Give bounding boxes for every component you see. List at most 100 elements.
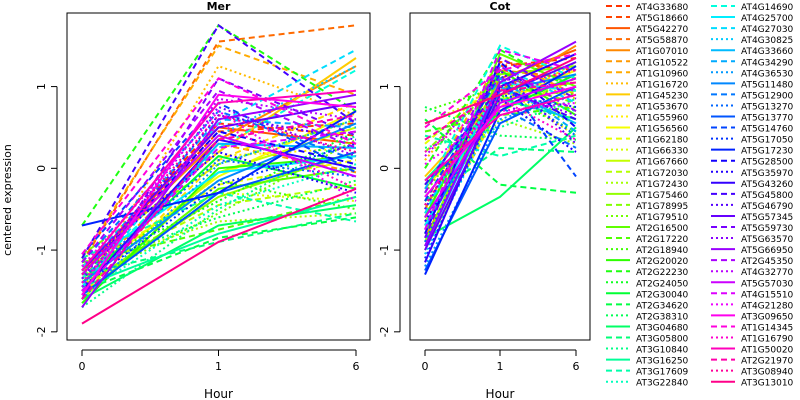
series-line-cot-23 xyxy=(424,85,577,113)
legend-label: AT2G38310 xyxy=(636,312,689,322)
legend-item: AT3G13010 xyxy=(711,379,794,389)
legend-item: AT4G36530 xyxy=(711,69,794,79)
legend-label: AT3G22840 xyxy=(636,379,689,389)
legend-label: AT5G66950 xyxy=(741,246,794,256)
legend-item: AT1G67660 xyxy=(606,158,689,168)
legend-label: AT4G14690 xyxy=(741,3,794,13)
legend-item: AT2G30040 xyxy=(606,290,689,300)
series-line-mer-33 xyxy=(81,195,357,288)
legend-item: AT5G14760 xyxy=(711,125,794,135)
series-line-mer-65 xyxy=(81,77,357,255)
y-tick-label: 0 xyxy=(378,165,391,172)
series-line-mer-57 xyxy=(81,105,357,280)
series-line-cot-47 xyxy=(424,72,577,202)
series-line-mer-52 xyxy=(81,138,357,292)
y-axis-label: centered expression xyxy=(1,144,14,256)
legend-item: AT5G66950 xyxy=(711,246,794,256)
legend-item: AT1G16720 xyxy=(606,80,689,90)
legend-item: AT4G33660 xyxy=(711,47,794,57)
series-line-cot-36 xyxy=(424,44,577,194)
y-tick-label: 1 xyxy=(35,83,48,90)
legend-label: AT4G30825 xyxy=(741,36,793,46)
legend-label: AT1G07010 xyxy=(636,47,689,57)
legend-label: AT5G14760 xyxy=(741,125,794,135)
legend-item: AT1G75460 xyxy=(606,191,689,201)
legend-item: AT2G34620 xyxy=(606,301,689,311)
series-line-cot-67 xyxy=(424,93,577,182)
legend-label: AT1G72030 xyxy=(636,169,689,179)
legend-label: AT5G12900 xyxy=(741,91,794,101)
legend-item: AT4G32770 xyxy=(711,268,794,278)
x-tick-label: 1 xyxy=(215,360,222,373)
legend-label: AT5G35970 xyxy=(741,169,794,179)
legend-item: AT5G17230 xyxy=(711,147,794,157)
series-line-mer-11 xyxy=(81,146,357,288)
y-tick-label: -2 xyxy=(35,326,48,337)
legend-label: AT1G72430 xyxy=(636,180,689,190)
legend-label: AT3G08940 xyxy=(741,368,794,378)
legend-item: AT5G57030 xyxy=(711,279,794,289)
series-line-cot-22 xyxy=(424,106,577,133)
legend-label: AT5G42270 xyxy=(636,25,689,35)
legend-label: AT2G17220 xyxy=(636,235,689,245)
legend-label: AT5G59730 xyxy=(741,224,794,234)
series-line-cot-50 xyxy=(424,60,577,235)
panel-title: Cot xyxy=(490,0,511,13)
legend-item: AT3G08940 xyxy=(711,368,794,378)
plot-frame xyxy=(66,12,371,341)
legend-label: AT1G10960 xyxy=(636,69,689,79)
legend-item: AT4G34290 xyxy=(711,58,794,68)
legend-label: AT3G05800 xyxy=(636,335,689,345)
legend-item: AT5G13270 xyxy=(711,102,794,112)
legend-item: AT1G55960 xyxy=(606,114,689,124)
series-line-cot-18 xyxy=(424,65,577,243)
legend-item: AT5G28500 xyxy=(711,158,794,168)
legend-label: AT4G33660 xyxy=(741,47,794,57)
x-axis-label: Hour xyxy=(486,387,515,400)
series-line-mer-43 xyxy=(81,122,357,284)
legend-item: AT3G10840 xyxy=(606,346,689,356)
legend-item: AT1G79510 xyxy=(606,213,689,223)
legend-label: AT5G43260 xyxy=(741,180,794,190)
legend-item: AT2G20020 xyxy=(606,257,689,267)
series-line-cot-66 xyxy=(424,97,577,153)
x-tick-label: 1 xyxy=(497,360,504,373)
series-line-cot-62 xyxy=(424,48,577,230)
series-line-cot-58 xyxy=(424,40,577,247)
series-line-mer-16 xyxy=(81,183,357,276)
legend-label: AT2G18940 xyxy=(636,246,689,256)
legend-label: AT4G33680 xyxy=(636,3,689,13)
series-line-cot-63 xyxy=(424,101,577,166)
legend-label: AT1G55960 xyxy=(636,114,689,124)
legend-item: AT2G18940 xyxy=(606,246,689,256)
legend-item: AT3G17609 xyxy=(606,368,689,378)
legend-label: AT1G14345 xyxy=(741,323,793,333)
series-line-mer-38 xyxy=(81,48,357,288)
y-tick-label: 0 xyxy=(35,165,48,172)
legend-item: AT2G21970 xyxy=(711,357,794,367)
legend-label: AT1G56560 xyxy=(636,125,689,135)
legend-label: AT1G16720 xyxy=(636,80,689,90)
legend-label: AT2G24050 xyxy=(636,279,689,289)
legend-label: AT5G13270 xyxy=(741,102,794,112)
panel-title: Mer xyxy=(207,0,231,13)
legend-item: AT2G45350 xyxy=(711,257,794,267)
chart-panels: Mer 0 1 6 Hour -2 -1 0 1 Cot 0 1 6 Hour -2 -1 0 1 xyxy=(35,0,591,400)
legend-item: AT1G62180 xyxy=(606,136,689,146)
series-line-cot-29 xyxy=(424,106,577,141)
series-line-mer-55 xyxy=(81,101,357,272)
legend: AT4G33680AT5G18660AT5G42270AT5G58870AT1G… xyxy=(606,3,794,389)
series-line-cot-8 xyxy=(424,69,577,161)
legend-item: AT1G45230 xyxy=(606,91,689,101)
legend-label: AT4G32770 xyxy=(741,268,794,278)
legend-item: AT1G14345 xyxy=(711,323,793,333)
series-line-cot-48 xyxy=(424,93,577,259)
x-tick-label: 0 xyxy=(422,360,429,373)
plot-frame xyxy=(409,12,591,341)
legend-item: AT5G35970 xyxy=(711,169,794,179)
legend-item: AT1G16790 xyxy=(711,335,794,345)
legend-item: AT4G33680 xyxy=(606,3,689,13)
legend-item: AT5G42270 xyxy=(606,25,689,35)
series-line-cot-68 xyxy=(424,81,577,141)
